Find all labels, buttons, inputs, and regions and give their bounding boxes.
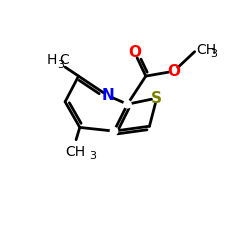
Text: N: N [102, 88, 114, 103]
Text: 3: 3 [57, 60, 64, 70]
Circle shape [124, 100, 131, 108]
Text: S: S [151, 90, 162, 106]
Text: CH: CH [196, 43, 216, 57]
Text: H: H [47, 53, 57, 67]
Text: CH: CH [65, 145, 85, 159]
Text: C: C [60, 53, 69, 67]
Text: O: O [168, 64, 180, 79]
Text: 3: 3 [89, 151, 96, 161]
Circle shape [110, 128, 118, 135]
Text: 3: 3 [210, 49, 217, 59]
Text: O: O [128, 46, 141, 60]
